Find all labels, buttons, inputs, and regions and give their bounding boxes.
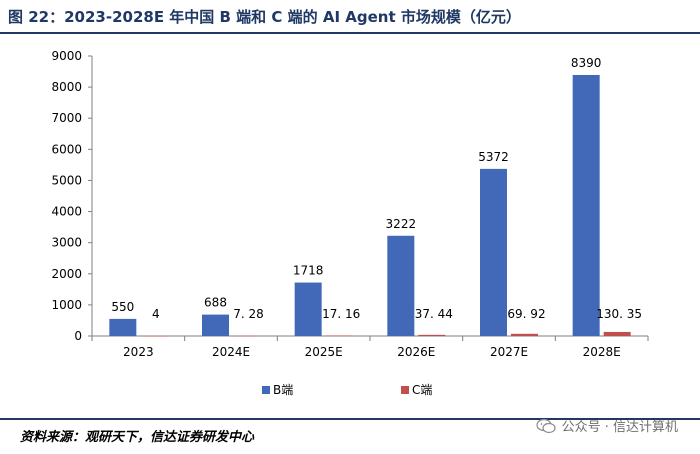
y-tick-label: 5000 [51,173,82,187]
y-tick-label: 4000 [51,205,82,219]
bar-c [418,334,446,336]
bar-c [140,335,168,337]
source-note: 资料来源：观研天下，信达证券研发中心 [20,430,255,445]
data-label-b: 5372 [478,150,509,164]
y-tick-label: 7000 [51,111,82,125]
data-label-c: 69. 92 [507,307,545,321]
legend-swatch-b [262,386,270,394]
x-tick-label: 2023 [123,345,154,359]
y-tick-label: 9000 [51,49,82,63]
figure-header: 图 22：2023-2028E 年中国 B 端和 C 端的 AI Agent 市… [0,0,700,34]
y-tick-label: 3000 [51,236,82,250]
footer-rule [0,418,700,420]
data-label-c: 130. 35 [596,307,642,321]
bar-c [233,335,260,337]
watermark: 公众号 · 信达计算机 [535,416,678,435]
data-label-b: 550 [111,300,134,314]
data-label-c: 17. 16 [322,307,360,321]
bar-b [572,74,600,336]
y-tick-label: 2000 [51,267,82,281]
bar-b [202,314,229,336]
legend-label-b: B端 [273,383,293,397]
y-tick-label: 6000 [51,142,82,156]
x-tick-label: 2026E [397,345,435,359]
x-tick-label: 2028E [583,345,621,359]
bar-b [387,235,415,336]
bar-b [294,282,322,336]
watermark-text: 公众号 · 信达计算机 [561,420,678,435]
bar-c [603,331,631,336]
figure-title: 图 22：2023-2028E 年中国 B 端和 C 端的 AI Agent 市… [8,8,521,26]
legend-label-c: C端 [412,383,432,397]
y-tick-label: 1000 [51,298,82,312]
x-tick-label: 2027E [490,345,528,359]
data-label-c: 7. 28 [233,307,264,321]
bar-chart: 0 1000 2000 3000 4000 5000 6000 7000 8000 9000 202… [51,49,649,397]
data-label-b: 8390 [571,56,602,70]
data-label-c: 37. 44 [415,307,453,321]
data-label-b: 688 [204,296,227,310]
data-label-b: 3222 [386,217,417,231]
x-tick-label: 2025E [305,345,343,359]
bar-c [325,335,353,336]
data-label-b: 1718 [293,264,324,278]
title-rule [0,32,700,34]
data-label-c: 4 [152,307,160,321]
bar-c [511,333,538,336]
x-tick-label: 2024E [212,345,250,359]
bar-b [480,168,507,336]
bar-b [109,318,137,336]
legend-swatch-c [401,386,409,394]
wechat-icon [535,418,556,433]
y-tick-label: 0 [74,329,82,343]
y-tick-label: 8000 [51,80,82,94]
